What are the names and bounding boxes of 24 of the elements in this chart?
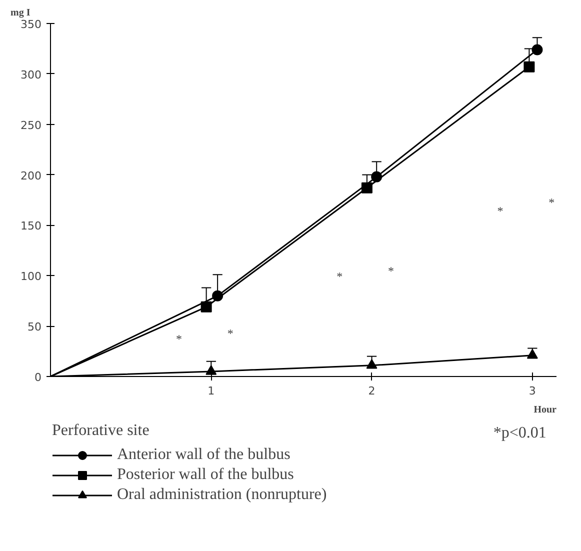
annotation: * bbox=[176, 332, 182, 346]
annotation: * bbox=[548, 196, 555, 210]
y-tick-label: 50 bbox=[28, 320, 42, 334]
y-tick-label: 100 bbox=[20, 270, 42, 284]
y-tick-label: 300 bbox=[20, 68, 42, 82]
y-axis-title: mg I bbox=[10, 8, 30, 18]
y-tick-label: 250 bbox=[20, 118, 42, 132]
x-tick-label: 3 bbox=[528, 384, 536, 398]
annotation: * bbox=[388, 264, 394, 278]
annotation: * bbox=[497, 204, 504, 218]
legend-title: Perforative site bbox=[52, 422, 150, 440]
y-tick-label: 350 bbox=[20, 18, 42, 31]
x-tick-label: 1 bbox=[208, 384, 215, 398]
y-tick-label: 0 bbox=[34, 371, 42, 384]
text: *p<0.01 bbox=[493, 424, 546, 442]
y-tick-label: 150 bbox=[20, 220, 42, 233]
x-axis-title: Hour bbox=[534, 404, 558, 416]
y-tick-label: 200 bbox=[20, 169, 42, 182]
legend-label: Anterior wall of the bulbus bbox=[117, 445, 290, 465]
x-tick-label: 2 bbox=[368, 384, 376, 398]
annotation: * bbox=[227, 326, 234, 341]
legend-label: Oral administration (nonrupture) bbox=[117, 485, 327, 505]
legend-label: Posterior wall of the bulbus bbox=[117, 465, 294, 485]
annotation: * bbox=[336, 270, 343, 284]
